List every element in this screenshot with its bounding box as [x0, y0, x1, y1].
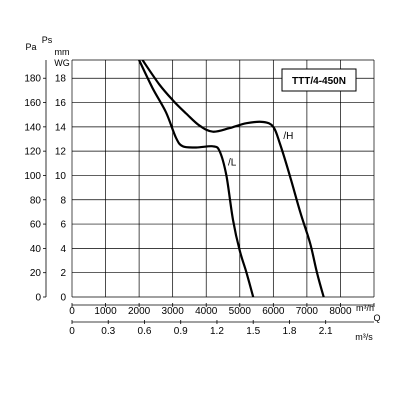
- y-pa-tick-label: 60: [30, 220, 42, 231]
- x-m3h-tick-label: 7000: [296, 306, 319, 317]
- x-m3h-tick-label: 6000: [262, 306, 285, 317]
- y-mmwg-tick-label: 2: [60, 268, 66, 279]
- x-m3s-tick-label: 0.9: [174, 326, 188, 337]
- x-m3s-tick-label: 0.3: [101, 326, 115, 337]
- x-m3h-tick-label: 0: [69, 306, 75, 317]
- model-label: TTT/4-450N: [292, 76, 346, 87]
- y-pa-tick-label: 160: [24, 98, 41, 109]
- labels: 0204060801001201401601800246810121416180…: [24, 74, 352, 337]
- x-m3h-tick-label: 5000: [229, 306, 252, 317]
- x-m3s-tick-label: 1.5: [246, 326, 260, 337]
- curves: [138, 60, 325, 297]
- series-label-l: /L: [228, 158, 237, 169]
- y-mmwg-tick-label: 6: [60, 220, 66, 231]
- grid: [71, 59, 375, 298]
- y-right-unit-wg: WG: [54, 58, 70, 68]
- x-m3h-tick-label: 8000: [329, 306, 352, 317]
- x-m3s-tick-label: 2.1: [319, 326, 333, 337]
- x-m3h-tick-label: 4000: [195, 306, 218, 317]
- y-pa-tick-label: 20: [30, 268, 42, 279]
- model-label-box: TTT/4-450N: [281, 68, 357, 92]
- y-pa-tick-label: 40: [30, 244, 42, 255]
- y-mmwg-tick-label: 4: [60, 244, 66, 255]
- curve-l: [138, 60, 255, 297]
- curve-h: [141, 60, 325, 297]
- y-mmwg-tick-label: 12: [55, 147, 67, 158]
- x-m3h-tick-label: 2000: [128, 306, 151, 317]
- x-bottom-unit: m³/s: [355, 332, 373, 342]
- x-m3h-tick-label: 3000: [162, 306, 185, 317]
- y-mmwg-tick-label: 16: [55, 98, 67, 109]
- series-label-h: /H: [283, 131, 293, 142]
- y-left-unit: Pa: [25, 42, 36, 52]
- y-right-unit-mm: mm: [55, 47, 70, 57]
- axes: [43, 60, 375, 324]
- x-m3s-tick-label: 1.2: [210, 326, 224, 337]
- y-mmwg-tick-label: 14: [55, 122, 67, 133]
- x-symbol-q: Q: [373, 313, 380, 323]
- x-top-unit: m³/h: [356, 303, 374, 313]
- y-right-unit-ps: Ps: [42, 35, 53, 45]
- y-pa-tick-label: 120: [24, 147, 41, 158]
- y-mmwg-tick-label: 0: [60, 293, 66, 304]
- y-pa-tick-label: 100: [24, 171, 41, 182]
- y-mmwg-tick-label: 18: [55, 74, 67, 85]
- y-pa-tick-label: 140: [24, 122, 41, 133]
- y-pa-tick-label: 0: [35, 293, 41, 304]
- y-pa-tick-label: 180: [24, 74, 41, 85]
- x-m3h-tick-label: 1000: [94, 306, 117, 317]
- y-pa-tick-label: 80: [30, 195, 42, 206]
- y-mmwg-tick-label: 8: [60, 195, 66, 206]
- x-m3s-tick-label: 1.8: [282, 326, 296, 337]
- x-m3s-tick-label: 0.6: [138, 326, 152, 337]
- y-mmwg-tick-label: 10: [55, 171, 67, 182]
- x-m3s-tick-label: 0: [69, 326, 75, 337]
